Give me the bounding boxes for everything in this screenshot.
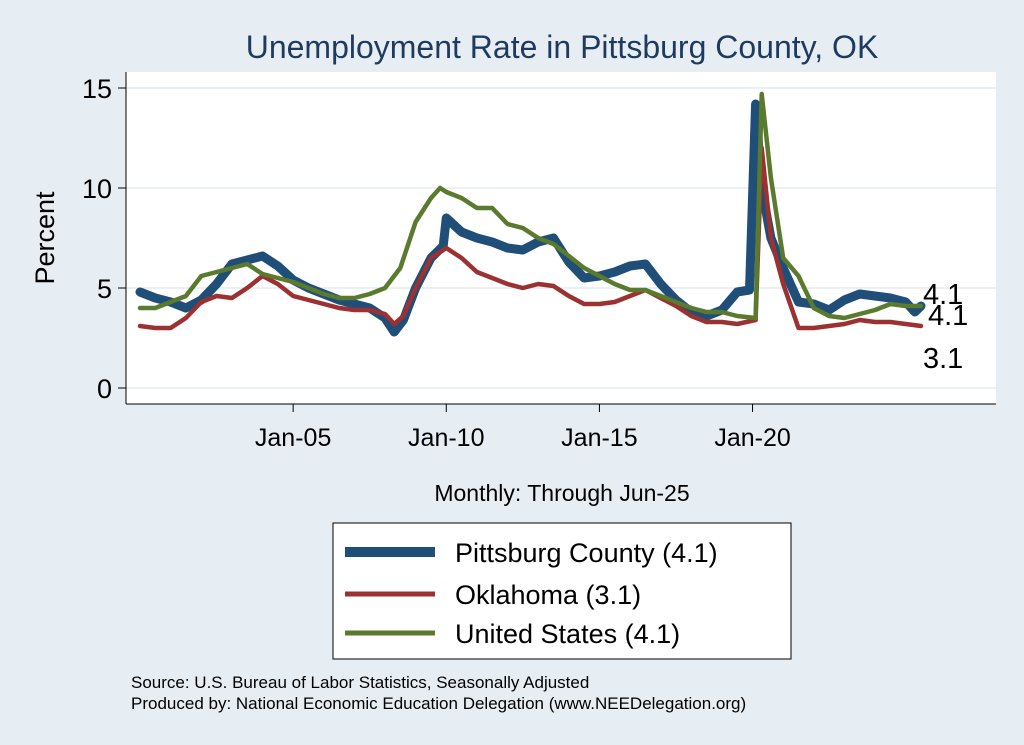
y-tick-label-10: 10 (82, 174, 112, 204)
x-tick-label-Jan-20: Jan-20 (714, 424, 790, 452)
y-tick-label-5: 5 (97, 274, 112, 304)
legend-label-united-states: United States (4.1) (455, 619, 680, 649)
plot-area (126, 72, 996, 404)
legend-label-oklahoma: Oklahoma (3.1) (455, 580, 641, 610)
axes: 0 5 10 15 Jan-05 Jan-10 Jan-15 Jan-20 (82, 72, 996, 452)
series-lines (135, 91, 926, 337)
chart-title: Unemployment Rate in Pittsburg County, O… (246, 29, 879, 65)
legend: Pittsburg County (4.1) Oklahoma (3.1) Un… (332, 522, 792, 660)
series-line-pittsburg-county (135, 99, 926, 337)
x-tick-label-Jan-15: Jan-15 (561, 424, 637, 452)
series-line-united-states (137, 91, 924, 321)
x-tick-label-Jan-10: Jan-10 (408, 424, 484, 452)
y-tick-label-0: 0 (97, 374, 112, 404)
legend-label-pittsburg-county: Pittsburg County (4.1) (455, 538, 718, 568)
x-tick-label-Jan-05: Jan-05 (255, 424, 331, 452)
end-labels: 4.1 3.1 4.1 (923, 279, 968, 375)
legend-box (332, 522, 792, 660)
end-label-united-states: 4.1 (928, 300, 968, 332)
source-line: Source: U.S. Bureau of Labor Statistics,… (131, 673, 589, 692)
y-axis-label: Percent (30, 191, 60, 285)
end-label-oklahoma: 3.1 (923, 343, 963, 375)
series-line-oklahoma (137, 145, 924, 331)
y-tick-label-15: 15 (82, 74, 112, 104)
end-label-pittsburg-county: 4.1 (923, 279, 963, 311)
x-axis-label: Monthly: Through Jun-25 (434, 480, 689, 506)
gridlines (126, 87, 996, 389)
producer-line: Produced by: National Economic Education… (131, 694, 746, 713)
